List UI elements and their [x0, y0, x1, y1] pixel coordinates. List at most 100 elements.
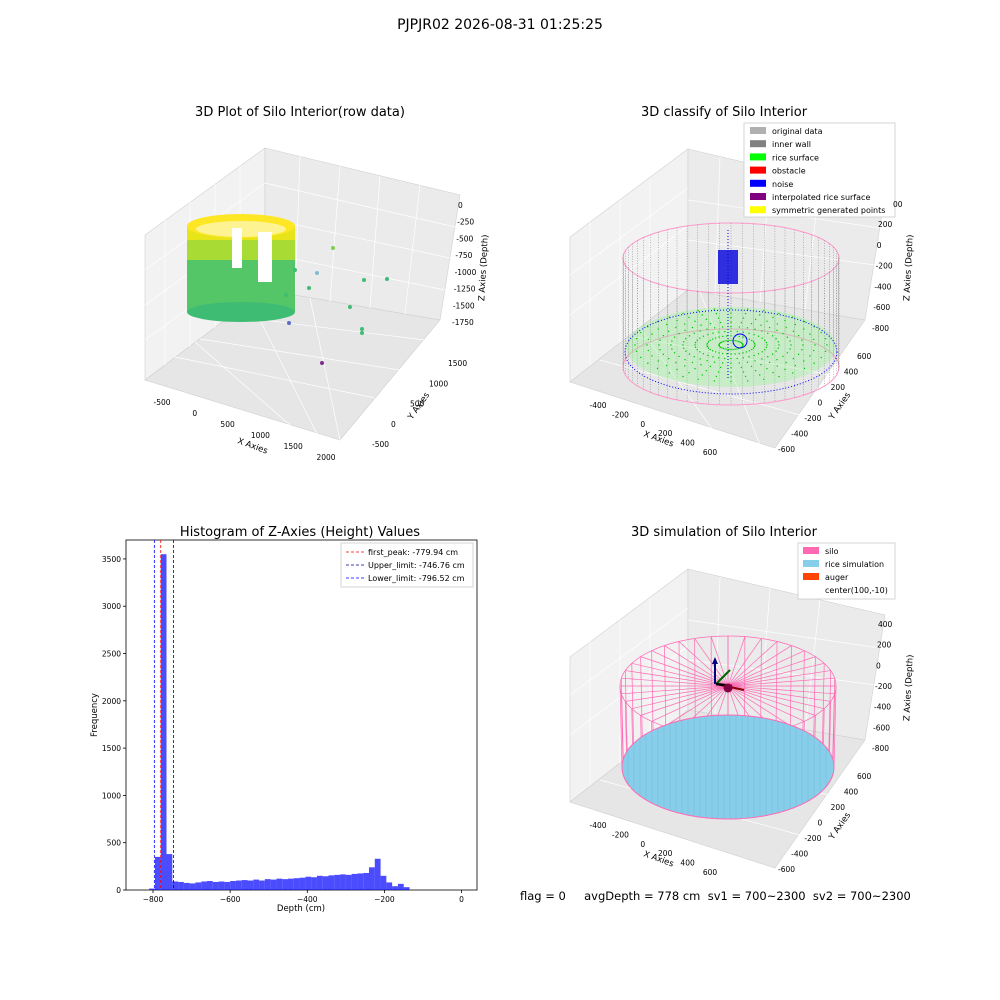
panel3-x-ticks: −800 −600 −400 −200 0: [143, 890, 464, 904]
z-tick-label: 200: [877, 641, 892, 650]
y-tick-label: 1000: [429, 379, 448, 388]
histogram-bar: [235, 880, 242, 890]
rice-surface-point: [665, 364, 668, 367]
histogram-bar: [322, 876, 329, 890]
silo-wall-line: [678, 641, 681, 721]
panel2-ylabel: Y Axies: [827, 390, 854, 422]
rice-surface-point: [717, 357, 720, 359]
y-tick-label: 0: [116, 886, 121, 895]
silo-roof-spoke: [727, 685, 792, 727]
histogram-bar: [316, 875, 323, 890]
rice-surface-point: [734, 348, 736, 350]
rice-surface-point: [766, 367, 768, 370]
x-tick-label: -400: [589, 401, 606, 410]
silo-roof-spoke: [727, 685, 805, 722]
z-tick-label: -200: [875, 682, 892, 691]
rice-surface-point: [706, 328, 708, 330]
y-tick-label: 500: [410, 400, 425, 409]
legend-label: center(100,-10): [825, 586, 888, 595]
rice-surface-point: [761, 351, 763, 353]
rice-surface-point: [721, 362, 724, 364]
rice-surface-point: [792, 372, 794, 374]
y-tick-label: 200: [831, 803, 846, 812]
rice-surface-point: [670, 344, 672, 346]
rice-surface-point: [651, 355, 653, 357]
rice-surface-point: [746, 327, 749, 329]
x-tick-label: −200: [374, 895, 395, 904]
y-tick-label: 400: [844, 368, 859, 377]
rice-surface-point: [685, 350, 687, 352]
rice-surface-point: [717, 331, 720, 333]
rice-surface-point: [746, 361, 749, 363]
histogram-reference-lines: [153, 540, 174, 890]
rice-surface-point: [753, 345, 756, 348]
silo-wall-line: [813, 656, 816, 737]
rice-surface-point: [767, 332, 769, 334]
rice-surface-point: [742, 371, 745, 373]
y-tick-label: -200: [804, 414, 821, 423]
rice-surface-point: [685, 338, 687, 340]
legend-label: original data: [772, 127, 823, 136]
rice-surface-point: [792, 357, 795, 360]
rice-surface-point: [824, 350, 827, 353]
histogram-bar: [403, 887, 410, 890]
rice-surface-point: [702, 353, 705, 355]
histogram-bar: [345, 874, 352, 890]
y-tick-label: -600: [778, 865, 795, 874]
z-tick-label: -750: [455, 251, 472, 260]
rice-surface-point: [745, 351, 748, 353]
silo-wall-line: [832, 678, 836, 759]
silo-wall-line: [624, 670, 628, 751]
z-tick-label: 400: [878, 620, 893, 629]
legend-swatch: [750, 166, 766, 174]
legend-label: rice simulation: [825, 560, 884, 569]
rice-surface-point: [684, 329, 686, 332]
rice-surface-point: [740, 321, 743, 324]
silo-roof-spoke: [727, 685, 816, 716]
rice-surface-point: [790, 344, 792, 346]
rice-surface-point: [709, 322, 712, 325]
rice-surface-point: [765, 341, 768, 344]
rice-surface-point: [742, 343, 744, 345]
rice-surface-point: [750, 365, 753, 368]
rice-surface-point: [754, 318, 757, 320]
panel1-x-ticks: -500 0 500 1000 1500 2000: [153, 398, 335, 462]
rice-surface-point: [696, 348, 698, 351]
rice-surface-point: [682, 312, 684, 315]
rice-surface-point: [764, 348, 766, 351]
rice-surface-point: [746, 380, 749, 382]
rice-surface-point: [802, 344, 804, 346]
rice-surface-point: [713, 361, 716, 363]
rice-surface-point: [726, 353, 728, 355]
rice-surface-point: [789, 340, 791, 342]
rice-surface-point: [757, 353, 760, 355]
silo-wall-line: [620, 678, 624, 759]
histogram-bar: [172, 881, 179, 890]
histogram-bar: [195, 882, 202, 890]
rice-surface-point: [718, 336, 720, 338]
rice-surface-point: [794, 364, 797, 367]
rice-surface-point: [726, 335, 728, 337]
panel3-title: Histogram of Z-Axies (Height) Values: [180, 525, 420, 540]
rice-surface-point: [777, 341, 779, 343]
rice-surface-point: [651, 333, 653, 335]
histogram-bar: [259, 880, 265, 890]
rice-surface-point: [775, 350, 777, 352]
rice-surface-point: [738, 326, 741, 328]
rice-surface-point: [717, 371, 720, 373]
rice-surface-point: [739, 341, 741, 343]
x-tick-label: -200: [612, 830, 629, 839]
silo-wall-line: [631, 663, 634, 744]
silo-roof-spoke: [621, 677, 729, 687]
rice-surface-point: [736, 348, 738, 350]
rice-surface-point: [753, 342, 756, 345]
x-tick-label: −800: [143, 895, 164, 904]
rice-surface-point: [694, 320, 696, 323]
rice-surface-point: [794, 323, 797, 326]
rice-surface-point: [820, 331, 822, 334]
rice-surface-point: [714, 351, 717, 353]
histogram-bar: [189, 883, 196, 890]
panel3-y-ticks: 0 500 1000 1500 2000 2500 3000 3500: [102, 555, 126, 895]
rice-surface-point: [730, 357, 732, 360]
rice-surface-point: [784, 368, 786, 371]
